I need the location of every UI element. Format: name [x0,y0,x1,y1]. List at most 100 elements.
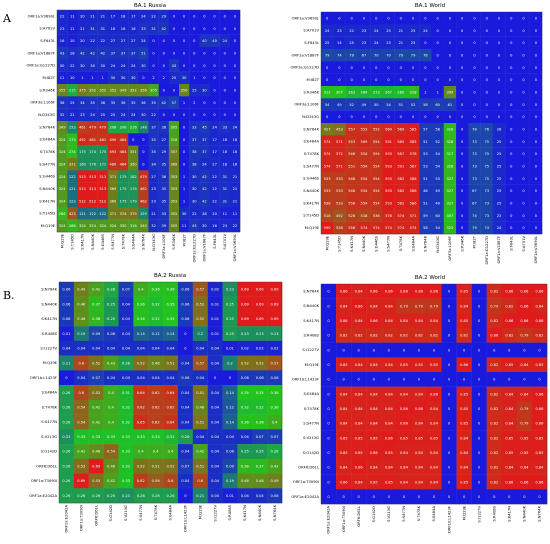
cell-value-label: 0.84 [355,407,364,411]
cell-value-label: 0.28 [107,288,116,292]
column-label: S:T478K [121,233,125,249]
heatmap-cell [336,474,352,490]
cell-value-label: 324 [89,224,97,228]
row-label: ORF3a:L106F [294,103,319,107]
cell-value-label: 0.52 [137,464,145,468]
cell-value-label: 0 [473,115,476,119]
heatmap-cell [366,474,382,490]
heatmap-cell [229,158,241,171]
heatmap-cell [486,474,502,490]
cell-value-label: 0 [213,64,216,68]
heatmap-cell [321,474,337,490]
heatmap-cell [192,473,208,489]
heatmap-cell [443,24,457,37]
heatmap-cell [419,61,432,74]
cell-value-label: 0.86 [430,290,439,294]
cell-value-label: 0.52 [92,361,100,365]
heatmap-cell [456,401,472,417]
cell-value-label: 24 [423,29,428,33]
cell-value-label: 324 [59,224,67,228]
heatmap-cell [431,147,444,161]
cell-value-label: 548 [348,177,356,181]
heatmap-cell [252,340,268,356]
row-label: S:N764K [303,127,319,131]
cell-value-label: 0 [213,88,216,92]
row-label: S:S477N [39,162,55,166]
heatmap-cell [59,473,75,489]
row-label: S:T478K [304,152,320,156]
cell-value-label: 0.84 [340,422,349,426]
heatmap-cell [237,385,253,401]
heatmap-cell [486,489,502,505]
cell-value-label: 0.25 [226,317,234,321]
heatmap-cell [229,47,241,60]
heatmap-cell [67,195,78,208]
heatmap-cell [237,296,253,312]
cell-value-label: 42 [80,51,85,55]
heatmap-cell [252,282,268,297]
heatmap-cell [529,123,543,136]
column-label: ORF6:D61L [94,504,98,526]
cell-value-label: 0.84 [430,466,439,470]
heatmap-cell [199,108,210,122]
row-label: ORF1a:T3090I [31,479,57,483]
cell-value-label: 123 [69,199,76,203]
cell-value-label: 79 [411,53,416,57]
cell-value-label: 0.01 [211,332,219,336]
cell-value-label: 0 [448,392,451,396]
cell-value-label: 0.26 [62,406,71,410]
cell-value-label: 0 [327,304,330,308]
cell-value-label: 121 [79,212,86,216]
cell-value-label: 0.79 [415,304,424,308]
heatmap-cell [199,219,210,233]
cell-value-label: 0 [213,27,216,31]
cell-value-label: 61 [448,103,453,107]
cell-value-label: 10 [70,39,75,43]
column-label: M:Q19E [198,504,202,519]
cell-value-label: 22 [233,224,238,228]
cell-value-label: 0 [224,27,227,31]
heatmap-cell [406,110,420,124]
cell-value-label: 179 [130,187,138,191]
row-label: S:G142D [41,450,57,454]
heatmap-cell [468,12,481,25]
heatmap-cell [118,429,134,445]
heatmap-cell [229,219,241,233]
cell-value-label: 23 [151,199,156,203]
row-label: ORF1a:V1887F [28,51,55,55]
cell-value-label: 0 [535,140,538,144]
cell-value-label: 0 [412,66,415,70]
heatmap-cell [471,342,487,358]
heatmap-cell [103,296,119,312]
cell-value-label: 17 [212,138,217,142]
column-label: S:N440K [258,504,262,520]
heatmap-cell [252,370,268,386]
cell-value-label: 22 [212,175,217,179]
cell-value-label: 0 [461,53,464,57]
cell-value-label: 25 [192,88,197,92]
cell-value-label: 0 [327,480,330,484]
cell-value-label: 582 [397,177,404,181]
cell-value-label: 0.4 [138,288,144,292]
heatmap-cell [179,84,190,97]
cell-value-label: 574 [385,226,393,230]
heatmap-cell [59,311,75,327]
cell-value-label: 0 [498,16,501,20]
cell-value-label: 0 [486,78,489,82]
cell-value-label: 273 [373,90,380,94]
row-label: S:Y145D [303,214,319,218]
cell-value-label: 1 [81,76,83,80]
heatmap-cell [443,49,457,62]
heatmap-cell [118,340,134,356]
cell-value-label: 0 [234,64,237,68]
heatmap-cell [138,96,149,109]
cell-value-label: 0 [234,51,237,55]
heatmap-cell [237,370,253,386]
cell-value-label: 0.43 [107,361,115,365]
cell-value-label: 78 [423,53,428,57]
cell-value-label: 27 [131,39,136,43]
heatmap-cell [321,160,334,173]
heatmap-cell [505,221,518,235]
cell-value-label: 0.42 [196,450,204,454]
cell-value-label: 0.4 [153,450,159,454]
